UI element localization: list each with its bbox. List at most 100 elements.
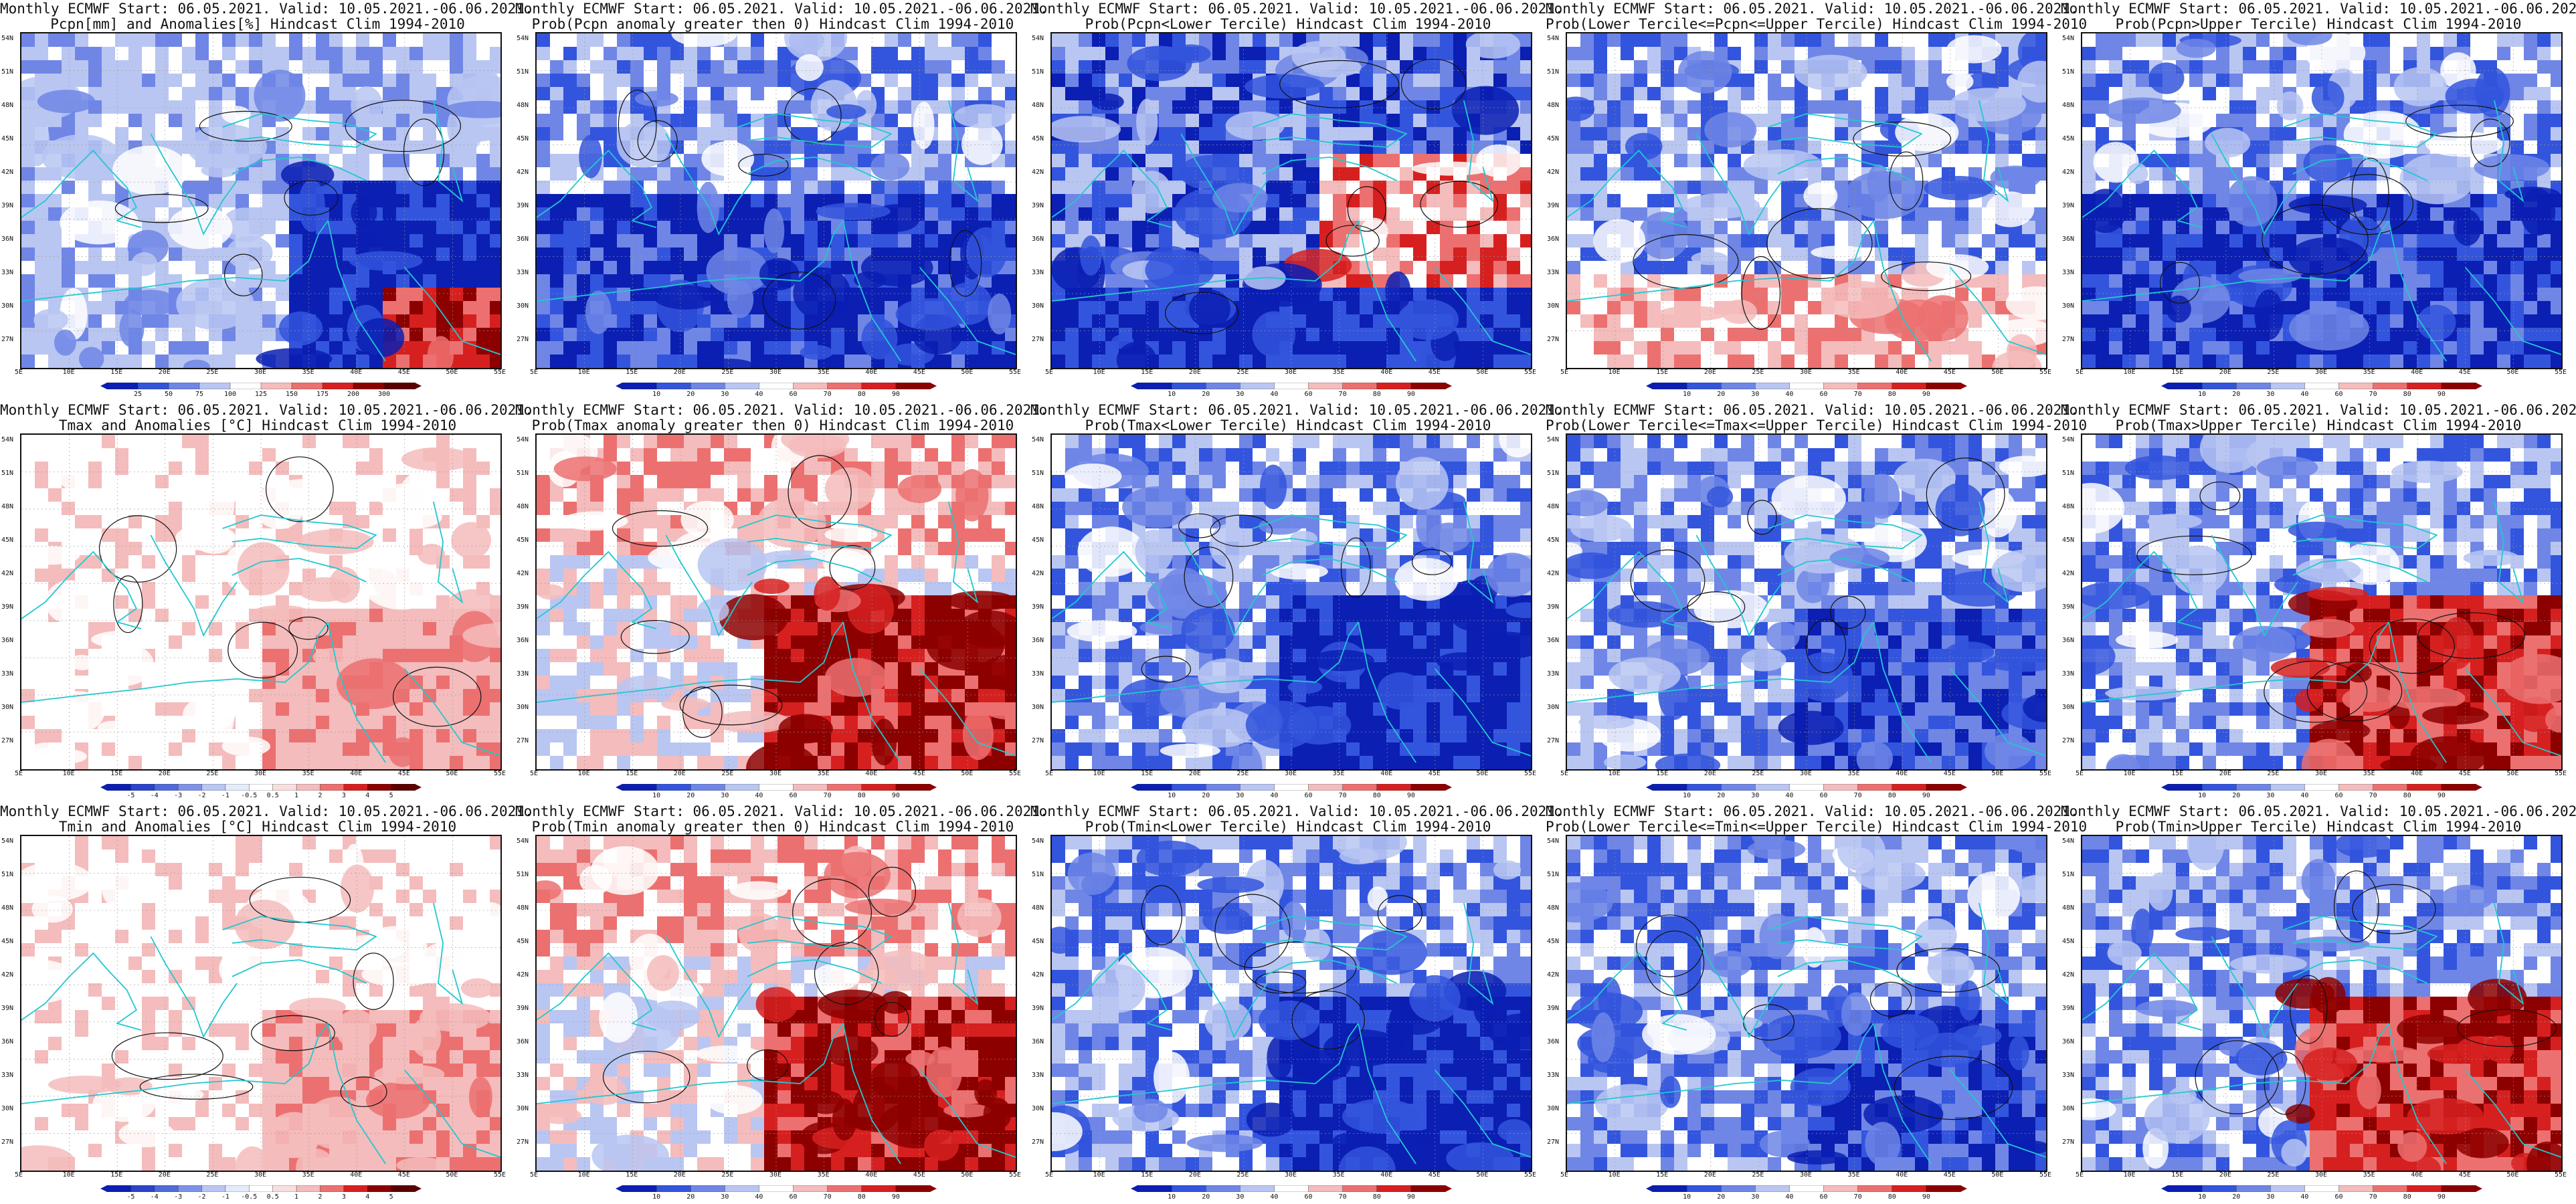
colorbar-tick-label: 90	[1406, 1193, 1415, 1201]
colorbar-tick-label: 10	[2198, 1193, 2207, 1201]
lat-label: 54N	[2062, 837, 2075, 845]
map-panel: Monthly ECMWF Start: 06.05.2021. Valid: …	[1030, 401, 1564, 803]
lon-label: 30E	[2315, 1171, 2328, 1179]
lon-label: 55E	[1524, 369, 1537, 376]
colorbar-tick-label: 100	[223, 391, 237, 398]
lat-label: 36N	[1, 235, 14, 243]
lat-label: 42N	[2062, 570, 2075, 577]
lat-label: 54N	[517, 35, 529, 42]
colorbar-tick-label: 10	[652, 391, 661, 398]
lon-label: 10E	[2123, 369, 2136, 376]
colorbar-tick-label: 25	[133, 391, 143, 398]
lat-label: 42N	[1, 971, 14, 979]
colorbar-tick-label: 90	[891, 391, 900, 398]
colorbar-tick-label: 40	[755, 391, 763, 398]
lat-label: 27N	[2062, 336, 2075, 343]
lon-label: 50E	[961, 1171, 974, 1179]
colorbar	[2161, 784, 2482, 791]
lon-label: 30E	[1285, 1171, 1297, 1179]
colorbar-tick-label: 90	[2437, 1193, 2446, 1201]
lat-label: 54N	[1, 837, 14, 845]
colorbar	[100, 784, 422, 791]
lon-label: 35E	[817, 770, 830, 777]
lon-label: 55E	[1009, 770, 1022, 777]
colorbar-tick-label: 90	[2437, 391, 2446, 398]
lon-label: 25E	[721, 1171, 734, 1179]
colorbar-tick-label: 20	[2232, 1193, 2241, 1201]
lat-label: 27N	[1, 1138, 14, 1146]
colorbar	[616, 383, 937, 389]
lat-label: 54N	[517, 436, 529, 443]
lat-label: 48N	[1, 102, 14, 109]
colorbar-tick-label: 30	[1751, 1193, 1760, 1201]
colorbar-tick-label: 60	[2334, 792, 2343, 799]
colorbar-tick-label: 90	[2437, 792, 2446, 799]
colorbar-tick-label: 10	[1683, 1193, 1691, 1201]
lat-label: 39N	[1032, 202, 1044, 209]
colorbar-tick-label: -5	[126, 792, 135, 799]
colorbar-tick-label: 60	[1304, 1193, 1313, 1201]
lon-label: 25E	[1236, 770, 1249, 777]
lat-label: 27N	[517, 737, 529, 744]
lat-label: 51N	[2062, 470, 2075, 477]
colorbar	[2161, 1185, 2482, 1192]
map-frame	[20, 433, 502, 771]
lat-label: 42N	[1547, 570, 1560, 577]
colorbar-tick-label: -2	[197, 1193, 206, 1201]
lat-label: 30N	[1, 302, 14, 310]
lat-label: 36N	[1, 637, 14, 644]
panel-title-line1: Monthly ECMWF Start: 06.05.2021. Valid: …	[0, 1, 533, 17]
lon-label: 40E	[350, 369, 363, 376]
map-frame	[1566, 433, 2047, 771]
colorbar-tick-label: 60	[789, 1193, 798, 1201]
lon-label: 55E	[2555, 1171, 2567, 1179]
colorbar-tick-label: 40	[1270, 1193, 1279, 1201]
lon-label: 30E	[1285, 369, 1297, 376]
lat-label: 48N	[1547, 503, 1560, 510]
lon-label: 20E	[1188, 1171, 1201, 1179]
colorbar-tick-label: 50	[164, 391, 173, 398]
lon-label: 10E	[1608, 1171, 1621, 1179]
colorbar-tick-label: 2	[318, 1193, 323, 1201]
lat-label: 48N	[1547, 904, 1560, 912]
colorbar-tick-label: 20	[1202, 792, 1210, 799]
lat-label: 39N	[1032, 1005, 1044, 1012]
lat-label: 39N	[1, 1005, 14, 1012]
colorbar-tick-label: 80	[1372, 1193, 1381, 1201]
lon-label: 40E	[2411, 369, 2423, 376]
lat-label: 36N	[2062, 1038, 2075, 1045]
lat-label: 51N	[517, 871, 529, 878]
lat-label: 54N	[1032, 35, 1044, 42]
lon-label: 20E	[1704, 770, 1716, 777]
lat-label: 54N	[1547, 35, 1560, 42]
map-panel: Monthly ECMWF Start: 06.05.2021. Valid: …	[1546, 401, 2087, 803]
lat-label: 48N	[1032, 904, 1044, 912]
lat-label: 33N	[1547, 269, 1560, 276]
lon-label: 40E	[350, 1171, 363, 1179]
lon-label: 5E	[1045, 369, 1054, 376]
lat-label: 33N	[517, 269, 529, 276]
lon-label: 5E	[15, 770, 23, 777]
lat-label: 42N	[1032, 570, 1044, 577]
lon-label: 15E	[1656, 770, 1669, 777]
colorbar-tick-label: 60	[1819, 391, 1828, 398]
lon-label: 5E	[15, 369, 23, 376]
lon-label: 5E	[1560, 770, 1569, 777]
lon-label: 45E	[2458, 770, 2471, 777]
lat-label: 48N	[517, 904, 529, 912]
lat-label: 45N	[1032, 135, 1044, 142]
colorbar-tick-label: 80	[1372, 792, 1381, 799]
lon-label: 10E	[62, 369, 75, 376]
colorbar-tick-label: -3	[174, 792, 183, 799]
colorbar-tick-label: 70	[1338, 792, 1347, 799]
colorbar	[1646, 784, 1967, 791]
lon-label: 10E	[2123, 1171, 2136, 1179]
panel-title-line2: Prob(Tmax<Lower Tercile) Hindcast Clim 1…	[1085, 417, 1491, 433]
panel-title-line2: Prob(Lower Tercile<=Tmin<=Upper Tercile)…	[1546, 819, 2088, 835]
lon-label: 55E	[1009, 1171, 1022, 1179]
field-map	[2082, 33, 2561, 368]
lat-label: 27N	[517, 1138, 529, 1146]
lat-label: 27N	[1547, 1138, 1560, 1146]
lat-label: 39N	[2062, 202, 2075, 209]
lat-label: 48N	[1, 904, 14, 912]
